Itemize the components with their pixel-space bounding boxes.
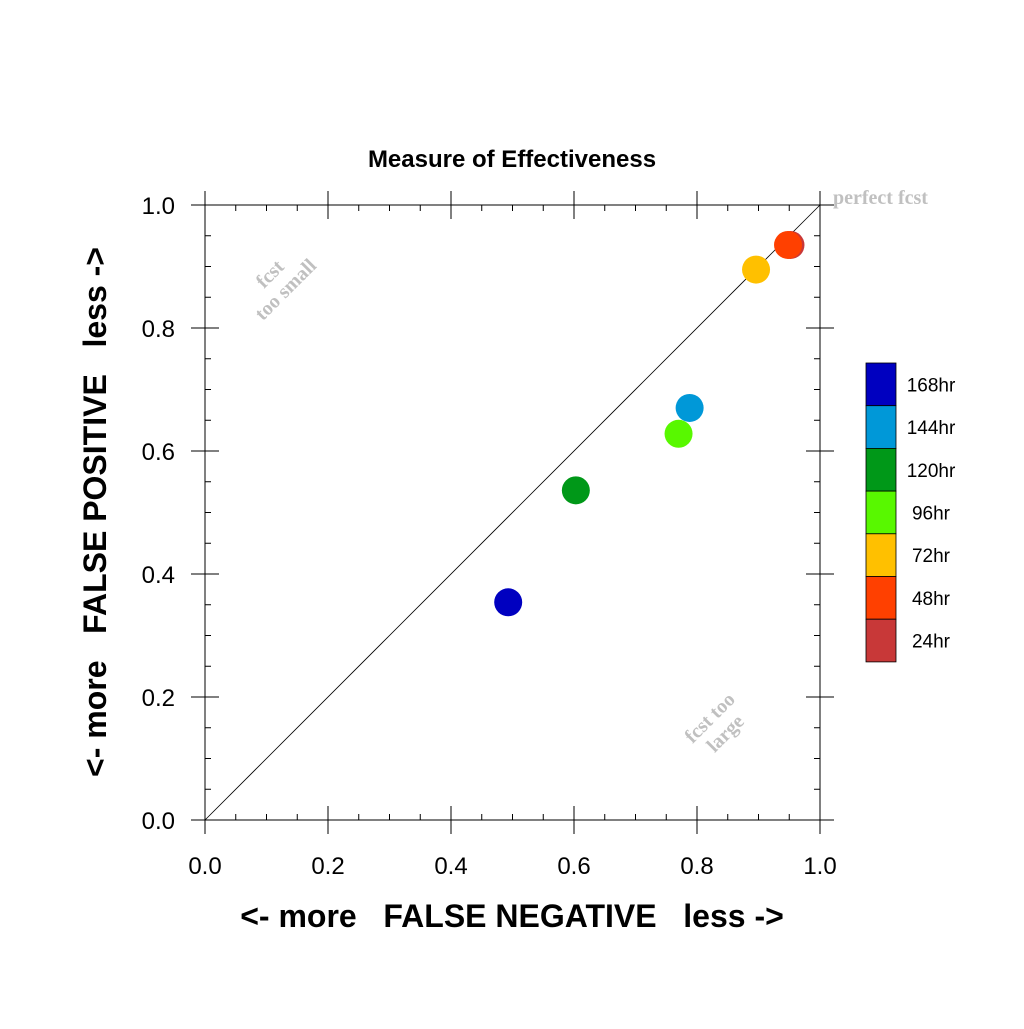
legend-label-120hr: 120hr: [907, 461, 956, 482]
x-tick-label: 1.0: [803, 853, 836, 880]
y-tick-label: 0.4: [142, 562, 175, 589]
y-tick-label: 0.2: [142, 685, 175, 712]
legend-swatch-24hr: [865, 618, 897, 663]
x-axis-label: <- more FALSE NEGATIVE less ->: [240, 898, 784, 934]
y-axis-label: <- more FALSE POSITIVE less ->: [77, 247, 113, 777]
x-tick-label: 0.0: [188, 853, 221, 880]
axes-layer: 0.0 0.2 0.4 0.6 0.8 1.0 0.0 0.2 0.4 0.6 0.8 1.0: [142, 191, 837, 880]
x-tick-label: 0.8: [680, 853, 713, 880]
data-point-48hr: [774, 230, 803, 259]
legend-label-24hr: 24hr: [912, 632, 951, 653]
legend-label-48hr: 48hr: [912, 589, 951, 610]
legend-label-72hr: 72hr: [912, 546, 951, 567]
x-tick-label: 0.4: [434, 853, 467, 880]
data-point-144hr: [675, 393, 704, 422]
annotation-too-small-line2: too small: [251, 254, 321, 324]
legend: 168hr 144hr 120hr 96hr 72hr 48hr 24hr: [865, 362, 956, 663]
annotation-too-large: fcst too large: [681, 689, 749, 757]
legend-label-96hr: 96hr: [912, 503, 951, 524]
legend-swatch-168hr: [865, 362, 897, 407]
legend-swatch-144hr: [865, 405, 897, 449]
legend-label-168hr: 168hr: [907, 375, 956, 396]
marks-layer: [494, 230, 805, 617]
y-tick-label: 1.0: [142, 193, 175, 220]
legend-label-144hr: 144hr: [907, 418, 956, 439]
legend-swatch-72hr: [865, 533, 897, 577]
legend-swatch-120hr: [865, 447, 897, 492]
legend-swatch-48hr: [865, 576, 897, 620]
data-point-168hr: [494, 588, 523, 617]
x-tick-label: 0.2: [311, 853, 344, 880]
annotation-too-small: fcst too small: [251, 254, 321, 324]
data-point-120hr: [561, 476, 590, 505]
y-tick-label: 0.0: [142, 808, 175, 835]
data-point-72hr: [742, 255, 771, 284]
data-point-96hr: [664, 419, 693, 448]
legend-swatch-96hr: [865, 490, 897, 535]
chart-title: Measure of Effectiveness: [368, 146, 656, 173]
y-tick-label: 0.8: [142, 316, 175, 343]
annotation-perfect-fcst: perfect fcst: [833, 187, 928, 209]
y-tick-label: 0.6: [142, 439, 175, 466]
x-tick-label: 0.6: [557, 853, 590, 880]
diagonal-reference-line: [204, 204, 821, 821]
